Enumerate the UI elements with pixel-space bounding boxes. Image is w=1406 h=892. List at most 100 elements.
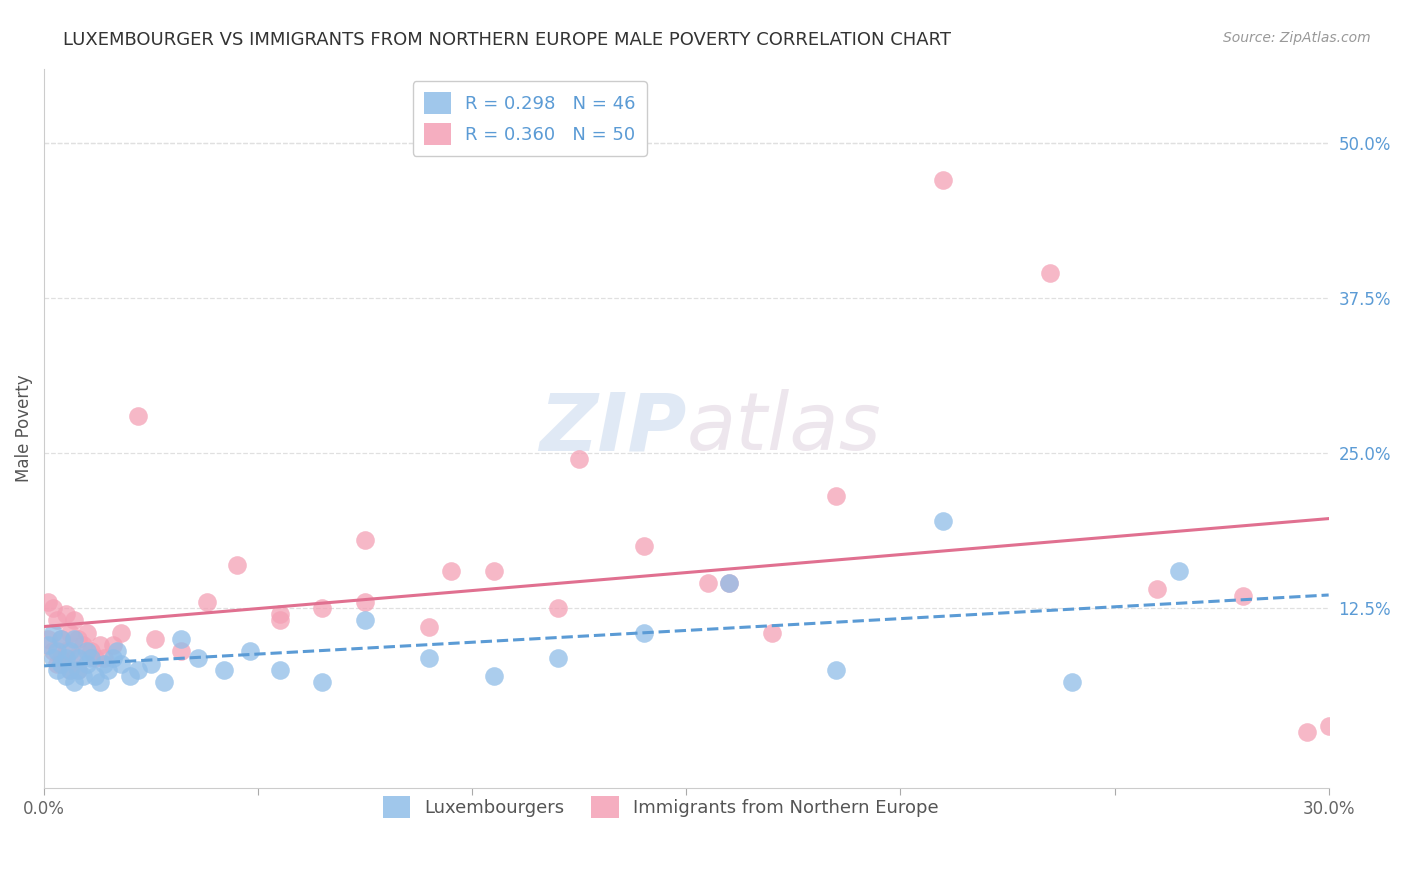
Point — [170, 644, 193, 658]
Point — [41, 625, 63, 640]
Point — [195, 595, 218, 609]
Point — [76, 657, 98, 671]
Point — [153, 675, 176, 690]
Point — [547, 650, 569, 665]
Point — [110, 657, 132, 671]
Point — [67, 663, 90, 677]
Point — [97, 663, 120, 677]
Point — [145, 632, 167, 646]
Point — [67, 632, 90, 646]
Point — [93, 657, 115, 671]
Point — [269, 607, 291, 622]
Text: Source: ZipAtlas.com: Source: ZipAtlas.com — [1223, 31, 1371, 45]
Point — [67, 663, 90, 677]
Point — [63, 632, 86, 646]
Point — [55, 607, 77, 622]
Point — [55, 644, 77, 658]
Text: ZIP: ZIP — [538, 389, 686, 467]
Point — [41, 644, 63, 658]
Point — [311, 675, 333, 690]
Point — [633, 625, 655, 640]
Point — [110, 625, 132, 640]
Point — [354, 614, 377, 628]
Point — [80, 650, 103, 665]
Point — [101, 650, 124, 665]
Point — [105, 644, 128, 658]
Point — [89, 675, 111, 690]
Y-axis label: Male Poverty: Male Poverty — [15, 375, 32, 482]
Point — [932, 514, 955, 528]
Point — [41, 650, 63, 665]
Point — [76, 625, 98, 640]
Point — [59, 663, 82, 677]
Point — [63, 675, 86, 690]
Point — [825, 663, 848, 677]
Point — [1167, 564, 1189, 578]
Point — [51, 632, 73, 646]
Point — [187, 650, 209, 665]
Point — [46, 657, 69, 671]
Point — [1146, 582, 1168, 597]
Point — [127, 409, 149, 423]
Point — [72, 669, 94, 683]
Point — [51, 632, 73, 646]
Point — [37, 632, 59, 646]
Legend: Luxembourgers, Immigrants from Northern Europe: Luxembourgers, Immigrants from Northern … — [375, 789, 946, 826]
Point — [55, 669, 77, 683]
Text: LUXEMBOURGER VS IMMIGRANTS FROM NORTHERN EUROPE MALE POVERTY CORRELATION CHART: LUXEMBOURGER VS IMMIGRANTS FROM NORTHERN… — [63, 31, 952, 49]
Point — [1296, 725, 1319, 739]
Point — [41, 601, 63, 615]
Point — [76, 644, 98, 658]
Point — [141, 657, 163, 671]
Point — [696, 576, 718, 591]
Point — [72, 638, 94, 652]
Point — [80, 644, 103, 658]
Point — [51, 657, 73, 671]
Point — [311, 601, 333, 615]
Point — [37, 638, 59, 652]
Point — [101, 638, 124, 652]
Point — [46, 614, 69, 628]
Point — [55, 650, 77, 665]
Point — [89, 638, 111, 652]
Point — [932, 173, 955, 187]
Point — [633, 539, 655, 553]
Point — [225, 558, 247, 572]
Point — [1060, 675, 1083, 690]
Point — [269, 614, 291, 628]
Point — [63, 614, 86, 628]
Point — [118, 669, 141, 683]
Point — [170, 632, 193, 646]
Point — [84, 650, 107, 665]
Point — [212, 663, 235, 677]
Point — [269, 663, 291, 677]
Point — [67, 650, 90, 665]
Point — [59, 644, 82, 658]
Point — [825, 490, 848, 504]
Point — [46, 663, 69, 677]
Text: atlas: atlas — [686, 389, 882, 467]
Point — [1039, 266, 1062, 280]
Point — [46, 644, 69, 658]
Point — [93, 650, 115, 665]
Point — [1232, 589, 1254, 603]
Point — [761, 625, 783, 640]
Point — [440, 564, 463, 578]
Point — [59, 663, 82, 677]
Point — [354, 533, 377, 547]
Point — [127, 663, 149, 677]
Point — [84, 669, 107, 683]
Point — [418, 620, 440, 634]
Point — [568, 452, 591, 467]
Point — [354, 595, 377, 609]
Point — [418, 650, 440, 665]
Point — [1317, 719, 1340, 733]
Point — [37, 595, 59, 609]
Point — [547, 601, 569, 615]
Point — [51, 650, 73, 665]
Point — [239, 644, 262, 658]
Point — [59, 625, 82, 640]
Point — [718, 576, 741, 591]
Point — [63, 650, 86, 665]
Point — [482, 564, 505, 578]
